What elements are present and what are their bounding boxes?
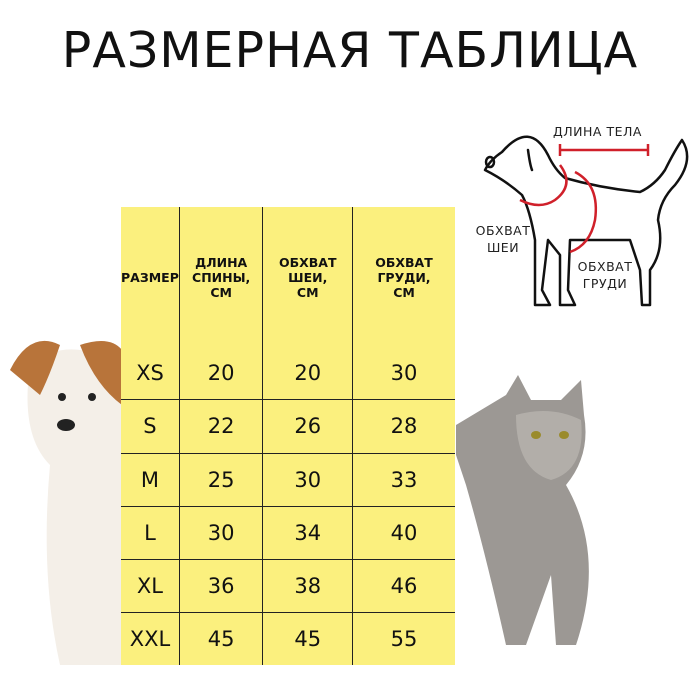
table-row: M 25 30 33 (121, 452, 455, 507)
chest-girth-cell: 28 (352, 399, 455, 454)
size-cell: XL (121, 559, 180, 614)
neck-girth-cell: 45 (262, 612, 354, 665)
back-length-cell: 20 (178, 347, 264, 401)
back-length-cell: 30 (178, 505, 264, 561)
back-length-cell: 25 (178, 452, 264, 507)
neck-girth-label: ОБХВАТ ШЕИ (475, 223, 531, 255)
table-row: S 22 26 28 (121, 399, 455, 454)
page-title: РАЗМЕРНАЯ ТАБЛИЦА (61, 22, 639, 79)
table-header-row: РАЗМЕР ДЛИНА СПИНЫ, СМ ОБХВАТ ШЕИ, СМ ОБ… (121, 207, 455, 348)
size-table: РАЗМЕР ДЛИНА СПИНЫ, СМ ОБХВАТ ШЕИ, СМ ОБ… (121, 207, 455, 665)
size-cell: S (121, 399, 180, 454)
header-neck-girth: ОБХВАТ ШЕИ, СМ (262, 207, 354, 348)
chest-girth-cell: 55 (352, 612, 455, 665)
table-row: XXL 45 45 55 (121, 612, 455, 665)
neck-girth-cell: 20 (262, 347, 354, 401)
back-length-cell: 45 (178, 612, 264, 665)
neck-girth-cell: 34 (262, 505, 354, 561)
dog-photo (10, 340, 122, 665)
neck-girth-cell: 26 (262, 399, 354, 454)
size-cell: M (121, 452, 180, 507)
table-row: XL 36 38 46 (121, 559, 455, 614)
neck-girth-cell: 30 (262, 452, 354, 507)
header-back-length: ДЛИНА СПИНЫ, СМ (178, 207, 264, 348)
header-size: РАЗМЕР (121, 207, 180, 348)
chest-girth-cell: 30 (352, 347, 455, 401)
back-length-cell: 36 (178, 559, 264, 614)
body-length-label: ДЛИНА ТЕЛА (553, 124, 642, 139)
dog-measurement-diagram (483, 135, 689, 307)
size-cell: L (121, 505, 180, 561)
size-cell: XS (121, 347, 180, 401)
size-cell: XXL (121, 612, 180, 665)
neck-girth-cell: 38 (262, 559, 354, 614)
back-length-cell: 22 (178, 399, 264, 454)
header-chest-girth: ОБХВАТ ГРУДИ, СМ (352, 207, 455, 348)
chest-girth-cell: 46 (352, 559, 455, 614)
cat-photo (456, 375, 589, 645)
table-row: L 30 34 40 (121, 505, 455, 561)
chest-girth-cell: 33 (352, 452, 455, 507)
chest-girth-label: ОБХВАТ ГРУДИ (577, 259, 633, 291)
chest-girth-cell: 40 (352, 505, 455, 561)
table-row: XS 20 20 30 (121, 347, 455, 401)
